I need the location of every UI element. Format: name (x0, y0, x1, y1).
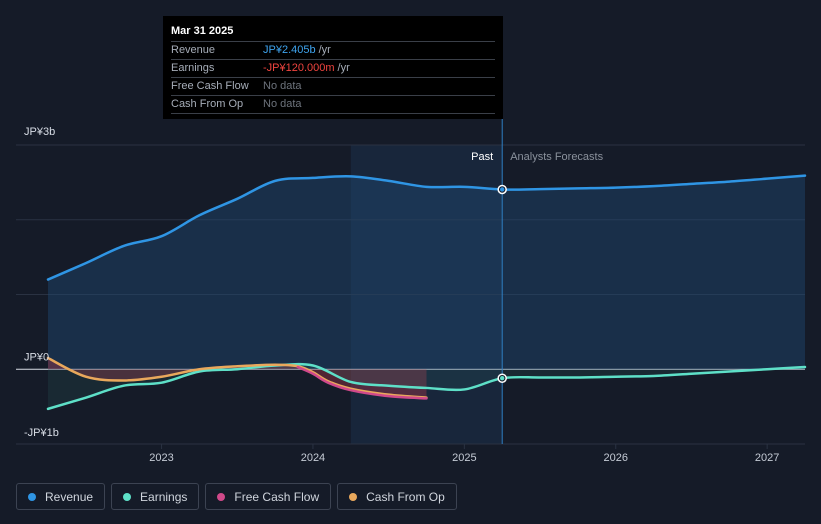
series-areas (48, 175, 805, 409)
legend-item-earnings[interactable]: Earnings (111, 483, 200, 510)
legend-label: Cash From Op (366, 489, 445, 504)
grid-lines (16, 144, 805, 445)
x-axis-labels: 2023 2024 2025 2026 2027 (149, 444, 779, 464)
x-tick-label: 2026 (604, 452, 628, 464)
cash-from-op-dot-icon (349, 492, 358, 501)
tooltip-row-fcf: Free Cash Flow No data (171, 78, 495, 96)
x-tick-label: 2023 (149, 452, 173, 464)
y-tick-label: JP¥0 (24, 351, 49, 363)
revenue-line (46, 174, 807, 281)
free-cash-flow-line (296, 365, 428, 400)
x-tick-label: 2027 (755, 452, 779, 464)
tooltip-value: No data (263, 80, 302, 92)
earnings-area (48, 364, 805, 409)
legend-item-free-cash-flow[interactable]: Free Cash Flow (205, 483, 332, 510)
tooltip-value: No data (263, 98, 302, 110)
tooltip-unit: /yr (318, 44, 331, 56)
tooltip-value: JP¥2.405b (263, 44, 316, 56)
tooltip-label: Free Cash Flow (171, 80, 249, 92)
y-tick-label: JP¥3b (24, 126, 55, 138)
tooltip-row-revenue: Revenue JP¥2.405b /yr (171, 42, 495, 60)
tooltip-value: -JP¥120.000m (263, 62, 335, 74)
tooltip-label: Revenue (171, 44, 216, 56)
series-lines (46, 174, 807, 411)
tooltip-date: Mar 31 2025 (171, 24, 495, 42)
y-axis-labels: JP¥3b JP¥0 -JP¥1b (24, 126, 59, 439)
revenue-dot-icon (28, 492, 36, 501)
earnings-line (46, 362, 807, 411)
x-tick-label: 2025 (452, 452, 476, 464)
legend-label: Free Cash Flow (234, 489, 320, 504)
legend-label: Revenue (45, 489, 94, 504)
y-tick-label: -JP¥1b (24, 427, 59, 439)
cash-from-op-line (46, 356, 428, 399)
past-label: Past (471, 151, 493, 163)
x-tick-label: 2024 (301, 452, 325, 464)
tooltip-unit: /yr (337, 62, 350, 74)
free-cash-flow-dot-icon (217, 492, 226, 501)
tooltip-row-earnings: Earnings -JP¥120.000m /yr (171, 60, 495, 78)
earnings-dot-icon (123, 492, 132, 501)
legend-label: Earnings (140, 489, 188, 504)
highlight-points (497, 184, 507, 383)
tooltip: Mar 31 2025 Revenue JP¥2.405b /yr Earnin… (163, 16, 503, 119)
earnings-highlight-core (500, 376, 505, 381)
tooltip-label: Earnings (171, 62, 215, 74)
revenue-highlight-core (500, 187, 505, 192)
forecast-label: Analysts Forecasts (510, 151, 603, 163)
tooltip-label: Cash From Op (171, 98, 244, 110)
legend-item-cash-from-op[interactable]: Cash From Op (337, 483, 457, 510)
revenue-area (48, 175, 805, 370)
tooltip-row-cfo: Cash From Op No data (171, 96, 495, 114)
legend: Revenue Earnings Free Cash Flow Cash Fro… (16, 483, 457, 510)
legend-item-revenue[interactable]: Revenue (16, 483, 106, 510)
